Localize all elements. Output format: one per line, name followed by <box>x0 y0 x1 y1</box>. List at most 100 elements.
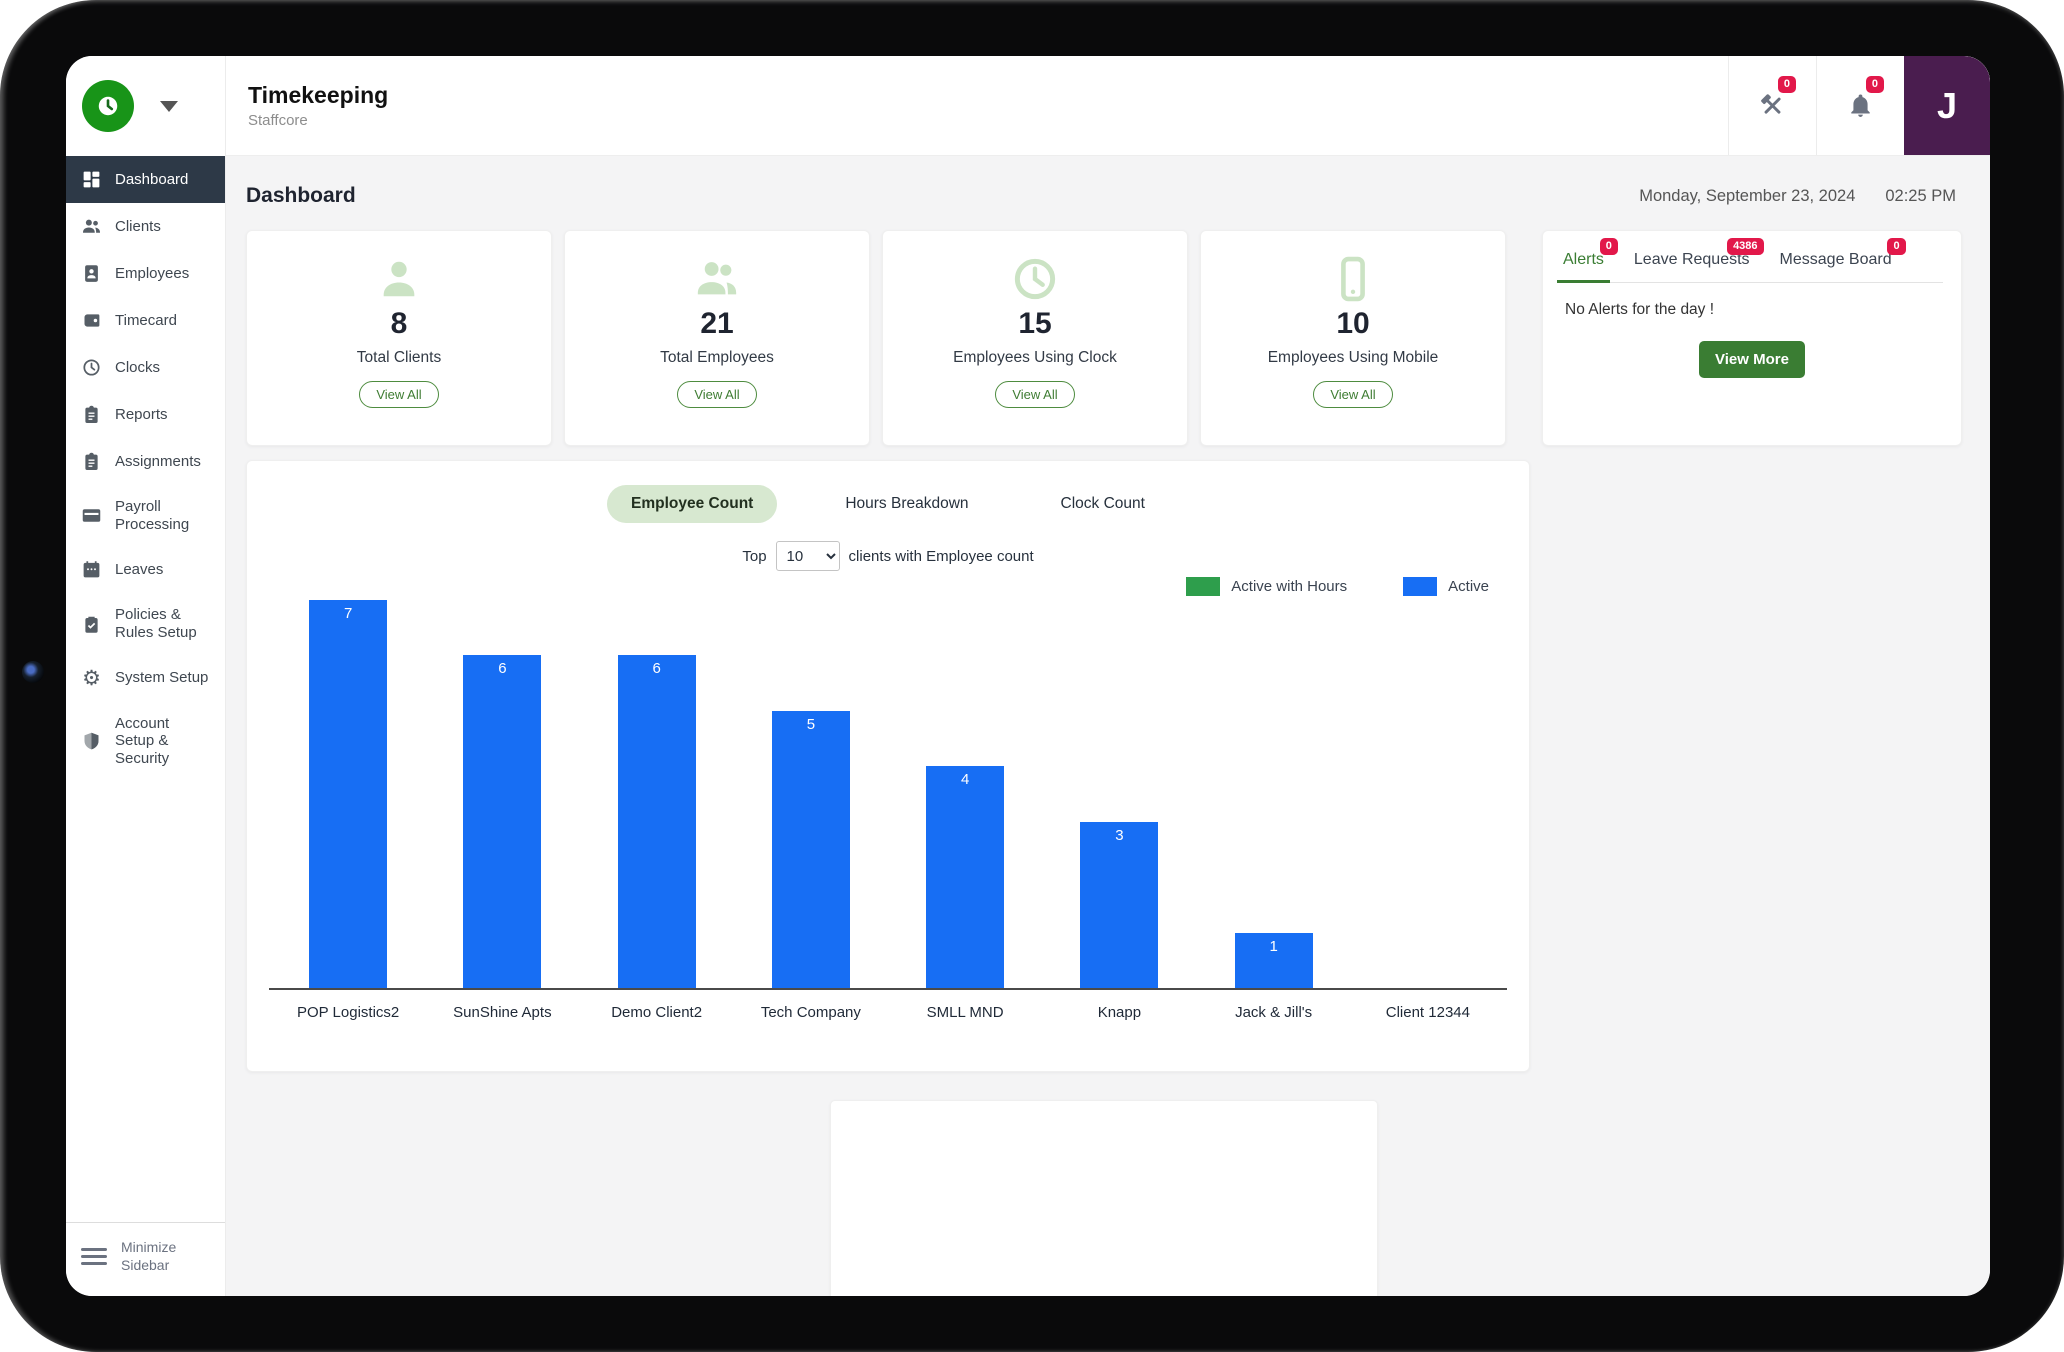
dashboard-icon <box>83 171 100 188</box>
sidebar-item-system-setup[interactable]: ⚙ System Setup <box>66 655 225 702</box>
category-label: POP Logistics2 <box>296 1004 400 1021</box>
stat-value: 10 <box>1336 307 1370 340</box>
message-board-count-badge: 0 <box>1887 238 1906 256</box>
chart-legend: Active with Hours Active <box>247 577 1529 596</box>
app-titles: Timekeeping Staffcore <box>226 56 1728 155</box>
gear-icon: ⚙ <box>82 665 101 690</box>
tab-label: Alerts <box>1563 251 1604 268</box>
tab-leave-requests[interactable]: Leave Requests 4386 <box>1634 238 1764 269</box>
partial-bottom-card <box>830 1100 1378 1296</box>
datetime: Monday, September 23, 2024 02:25 PM <box>1639 187 1956 206</box>
bar-POP Logistics2[interactable]: 7 <box>309 600 388 988</box>
minimize-sidebar-label: Minimize Sidebar <box>121 1239 177 1273</box>
sidebar-item-clocks[interactable]: Clocks <box>66 344 225 391</box>
tab-employee-count[interactable]: Employee Count <box>607 485 778 523</box>
legend-swatch <box>1403 577 1438 596</box>
current-time: 02:25 PM <box>1885 186 1956 205</box>
stat-value: 21 <box>700 307 734 340</box>
sidebar-item-policies-rules[interactable]: Policies & Rules Setup <box>66 593 225 654</box>
category-label: SunShine Apts <box>453 1004 552 1021</box>
sidebar-item-label: Employees <box>115 264 190 282</box>
bar-value-label: 7 <box>343 605 353 622</box>
avatar-initial: J <box>1936 84 1958 126</box>
tab-clock-count[interactable]: Clock Count <box>1060 495 1145 512</box>
camera-lens <box>22 661 44 683</box>
tab-message-board[interactable]: Message Board 0 <box>1780 238 1906 269</box>
category-label: Knapp <box>1097 1004 1142 1021</box>
app-logo[interactable] <box>82 80 134 132</box>
legend-item: Active <box>1403 577 1489 596</box>
view-more-button[interactable]: View More <box>1699 341 1805 378</box>
sidebar-nav: Dashboard Clients Employees Timecard Clo… <box>66 156 225 781</box>
bar-Demo Client2[interactable]: 6 <box>617 655 696 988</box>
bar-slot: 1 <box>1197 600 1351 988</box>
sidebar-item-label: System Setup <box>115 669 209 687</box>
bar-Knapp[interactable]: 3 <box>1080 821 1159 988</box>
stat-card-total-clients: 8 Total Clients View All <box>246 230 552 446</box>
sidebar-item-account-security[interactable]: Account Setup & Security <box>66 702 225 781</box>
clock-icon <box>83 359 100 376</box>
sidebar-item-leaves[interactable]: Leaves <box>66 546 225 593</box>
bar-value-label: 6 <box>652 660 661 678</box>
sidebar-item-reports[interactable]: Reports <box>66 391 225 438</box>
view-all-button[interactable]: View All <box>995 381 1075 408</box>
view-all-button[interactable]: View All <box>1313 381 1393 408</box>
bar-Tech Company[interactable]: 5 <box>771 710 850 988</box>
sidebar: Dashboard Clients Employees Timecard Clo… <box>66 56 226 1296</box>
bar-value-label: 5 <box>806 715 816 733</box>
avatar[interactable]: J <box>1904 56 1990 155</box>
tools-button[interactable]: 0 <box>1728 56 1816 155</box>
stat-label: Employees Using Clock <box>953 349 1117 366</box>
no-alerts-message: No Alerts for the day ! <box>1565 301 1715 318</box>
view-all-button[interactable]: View All <box>677 381 757 408</box>
category-label: Demo Client2 <box>611 1004 703 1021</box>
sidebar-item-label: Leaves <box>115 561 164 579</box>
main-column: Timekeeping Staffcore 0 0 <box>226 56 1990 1296</box>
category-label: Tech Company <box>760 1004 861 1021</box>
people-icon <box>697 262 737 295</box>
category-label: Client 12344 <box>1385 1004 1470 1021</box>
sidebar-item-clients[interactable]: Clients <box>66 203 225 250</box>
bar-SunShine Apts[interactable]: 6 <box>463 655 542 988</box>
stat-label: Total Clients <box>356 349 442 366</box>
minimize-sidebar-button[interactable]: Minimize Sidebar <box>66 1222 225 1296</box>
page-header-row: Dashboard Monday, September 23, 2024 02:… <box>246 156 1962 230</box>
bar-value-label: 1 <box>1269 937 1278 955</box>
sidebar-item-timecard[interactable]: Timecard <box>66 297 225 344</box>
stat-card-employees-mobile: 10 Employees Using Mobile View All <box>1200 230 1506 446</box>
mobile-icon <box>1341 256 1365 302</box>
sidebar-item-payroll-processing[interactable]: Payroll Processing <box>66 485 225 546</box>
employees-icon <box>85 265 98 282</box>
notifications-button[interactable]: 0 <box>1816 56 1904 155</box>
sidebar-item-label: Policies & Rules Setup <box>115 606 197 642</box>
sidebar-item-label: Payroll Processing <box>115 498 190 533</box>
chart-tabs: Employee Count Hours Breakdown Clock Cou… <box>247 485 1529 523</box>
chart-card: Employee Count Hours Breakdown Clock Cou… <box>246 460 1530 1072</box>
bar-SMLL MND[interactable]: 4 <box>926 766 1005 988</box>
alerts-panel: Alerts 0 Leave Requests 4386 Message Boa… <box>1542 230 1962 446</box>
tools-badge: 0 <box>1777 76 1796 94</box>
sidebar-item-dashboard[interactable]: Dashboard <box>66 156 225 203</box>
leave-requests-count-badge: 4386 <box>1727 238 1764 256</box>
chevron-down-icon[interactable] <box>160 100 178 112</box>
top-count-select[interactable]: 10 <box>775 541 840 571</box>
category-label: Jack & Jill's <box>1235 1004 1313 1021</box>
alerts-body: No Alerts for the day ! View More <box>1561 283 1943 378</box>
view-all-button[interactable]: View All <box>359 381 439 408</box>
page-title: Dashboard <box>246 184 356 207</box>
sidebar-item-label: Reports <box>115 405 168 423</box>
sidebar-item-employees[interactable]: Employees <box>66 250 225 297</box>
alerts-tabs: Alerts 0 Leave Requests 4386 Message Boa… <box>1557 231 1943 283</box>
legend-label: Active with Hours <box>1231 578 1348 595</box>
clock-logo-icon <box>98 96 118 116</box>
tab-alerts[interactable]: Alerts 0 <box>1557 238 1618 283</box>
tab-hours-breakdown[interactable]: Hours Breakdown <box>845 495 969 512</box>
bar-slot: 5 <box>734 600 888 988</box>
bar-Jack & Jill's[interactable]: 1 <box>1234 932 1313 988</box>
sidebar-item-assignments[interactable]: Assignments <box>66 438 225 485</box>
reports-icon <box>85 405 98 423</box>
legend-item: Active with Hours <box>1186 577 1347 596</box>
bar-slot: 3 <box>1042 600 1196 988</box>
bar-value-label: 3 <box>1115 826 1124 844</box>
bar-slot: 4 <box>888 600 1042 988</box>
